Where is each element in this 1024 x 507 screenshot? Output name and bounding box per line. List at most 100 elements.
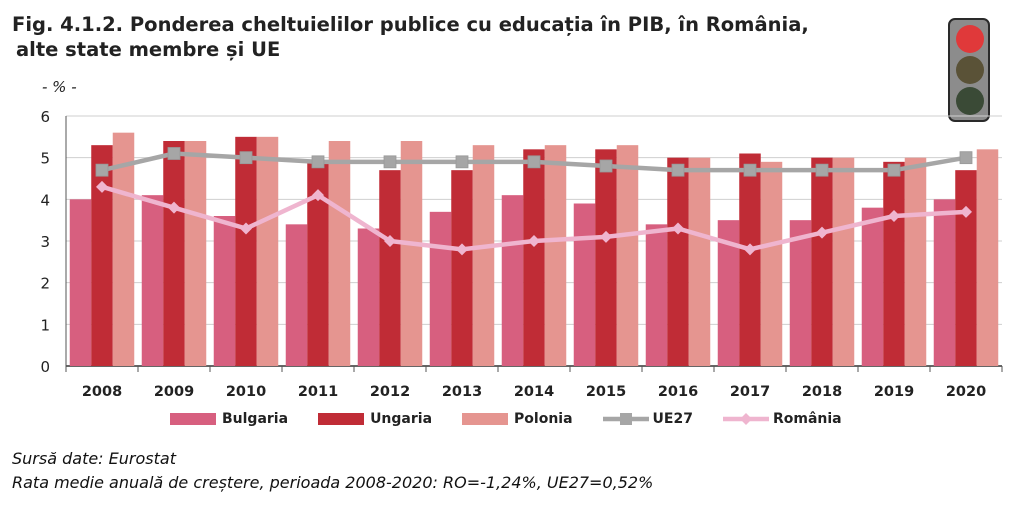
bar-bulgaria: [789, 220, 812, 366]
bar-bulgaria: [141, 195, 164, 366]
y-tick-label: 0: [40, 358, 50, 376]
y-tick-label: 4: [40, 191, 50, 209]
point-rom-nia: [816, 226, 828, 239]
bar-polonia: [400, 141, 423, 366]
bar-bulgaria: [285, 224, 308, 366]
x-tick-label: 2011: [298, 384, 338, 400]
y-tick-label: 2: [40, 275, 50, 293]
point-ue27: [887, 163, 901, 177]
bar-bulgaria: [717, 220, 740, 366]
bar-ungaria: [523, 149, 545, 366]
point-rom-nia: [240, 222, 252, 235]
x-tick-label: 2013: [442, 384, 482, 400]
bar-bulgaria: [429, 211, 452, 366]
x-tick-label: 2017: [730, 384, 770, 400]
bar-ungaria: [451, 170, 473, 366]
x-tick-label: 2014: [514, 384, 554, 400]
chart-title-line-2: alte state membre și UE: [16, 38, 281, 61]
x-tick-label: 2019: [874, 384, 914, 400]
legend-label: România: [772, 411, 842, 427]
legend-label: Ungaria: [370, 411, 433, 427]
bar-bulgaria: [501, 195, 524, 366]
point-rom-nia: [384, 235, 396, 247]
legend-line-marker: [602, 413, 649, 425]
bar-ungaria: [595, 149, 617, 366]
source-note: Sursă date: Eurostat Rata medie anuală d…: [12, 447, 653, 495]
point-rom-nia: [312, 189, 324, 202]
point-rom-nia: [960, 205, 972, 218]
legend-item: Ungaria: [318, 411, 432, 427]
bar-ungaria: [955, 170, 977, 366]
point-rom-nia: [672, 222, 684, 235]
legend-item: Polonia: [462, 411, 573, 427]
bar-ungaria: [91, 145, 113, 366]
bar-polonia: [904, 157, 927, 366]
y-tick-label: 1: [40, 316, 50, 334]
legend-label: Bulgaria: [222, 411, 289, 427]
source-line-1: Sursă date: Eurostat: [12, 449, 176, 468]
traffic-light-icon: [948, 18, 990, 122]
x-tick-label: 2012: [370, 384, 410, 400]
bar-polonia: [688, 157, 711, 366]
legend-item: Bulgaria: [170, 411, 288, 427]
point-ue27: [599, 159, 613, 173]
bar-bulgaria: [69, 199, 92, 366]
x-tick-label: 2008: [82, 384, 122, 400]
point-ue27: [455, 155, 469, 169]
bar-polonia: [544, 145, 567, 366]
legend-line-marker: [722, 413, 769, 425]
x-tick-label: 2009: [154, 384, 194, 400]
bar-bulgaria: [645, 224, 668, 366]
point-rom-nia: [888, 210, 900, 222]
source-line-2: Rata medie anuală de creștere, perioada …: [12, 473, 654, 492]
bar-polonia: [616, 145, 639, 366]
bar-ungaria: [307, 161, 329, 366]
bar-polonia: [472, 145, 495, 366]
bar-ungaria: [883, 161, 905, 366]
bar-ungaria: [235, 136, 257, 366]
point-ue27: [671, 163, 685, 177]
bar-polonia: [328, 141, 351, 366]
bar-polonia: [184, 141, 207, 366]
bar-polonia: [832, 157, 855, 366]
point-ue27: [95, 163, 109, 177]
unit-label: - % -: [42, 78, 77, 96]
bar-ungaria: [811, 157, 833, 366]
point-rom-nia: [168, 201, 180, 214]
bar-polonia: [976, 149, 999, 366]
y-tick-label: 3: [40, 233, 50, 251]
legend-swatch: [462, 413, 509, 425]
point-ue27: [311, 155, 325, 169]
point-ue27: [815, 163, 829, 177]
chart-title: Fig. 4.1.2. Ponderea cheltuielilor publi…: [12, 12, 912, 62]
red-lamp-icon: [956, 25, 984, 53]
bar-polonia: [256, 136, 279, 366]
bar-polonia: [760, 161, 783, 366]
x-tick-label: 2015: [586, 384, 626, 400]
point-rom-nia: [456, 243, 468, 256]
y-tick-label: 5: [40, 150, 50, 168]
point-rom-nia: [600, 230, 612, 243]
legend-label: Polonia: [514, 411, 573, 427]
legend-swatch: [318, 413, 365, 425]
point-ue27: [527, 155, 541, 169]
chart-legend: Bulgaria Ungaria Polonia UE27 România: [170, 409, 872, 429]
bar-bulgaria: [357, 228, 380, 366]
x-tick-label: 2010: [226, 384, 266, 400]
legend-item: UE27: [602, 409, 693, 429]
bar-ungaria: [163, 141, 185, 366]
point-rom-nia: [96, 180, 108, 193]
legend-label: UE27: [652, 411, 693, 427]
point-ue27: [239, 151, 253, 165]
x-tick-label: 2020: [946, 384, 986, 400]
bar-bulgaria: [573, 203, 596, 366]
bar-bulgaria: [861, 207, 884, 366]
x-tick-label: 2016: [658, 384, 698, 400]
point-ue27: [383, 155, 397, 169]
point-ue27: [959, 151, 973, 165]
y-tick-label: 6: [40, 108, 50, 126]
legend-item: România: [722, 409, 842, 429]
point-ue27: [167, 147, 181, 160]
green-lamp-icon: [956, 87, 984, 115]
